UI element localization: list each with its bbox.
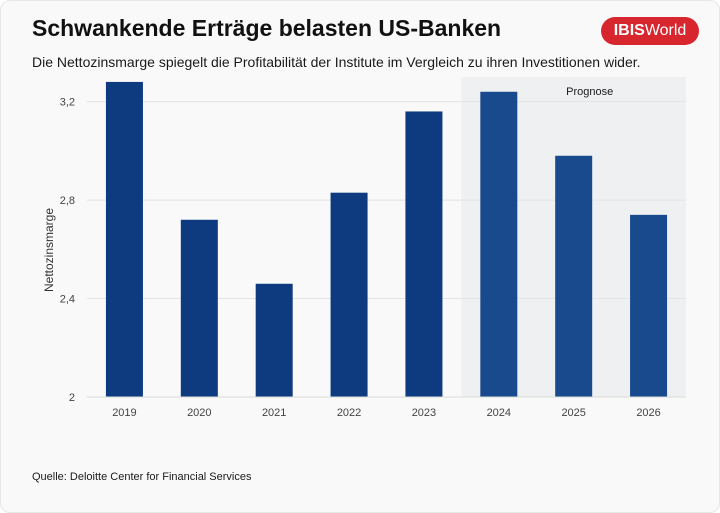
x-tick-label: 2021 — [262, 407, 286, 419]
bar-2025 — [555, 155, 593, 397]
x-tick-label: 2024 — [487, 407, 511, 419]
y-tick-label: 2,8 — [60, 195, 75, 207]
forecast-label: Prognose — [566, 86, 613, 98]
chart-subtitle: Die Nettozinsmarge spiegelt die Profitab… — [32, 54, 641, 70]
x-tick-label: 2025 — [561, 407, 585, 419]
x-tick-label: 2023 — [412, 407, 436, 419]
x-tick-label: 2019 — [112, 407, 136, 419]
logo-text-world: World — [644, 22, 687, 39]
bar-2022 — [330, 192, 368, 397]
bar-2023 — [405, 111, 443, 397]
bar-2026 — [630, 214, 668, 397]
y-axis-title: Nettozinsmarge — [42, 208, 56, 292]
bar-2024 — [480, 91, 518, 398]
y-tick-label: 3,2 — [60, 97, 75, 109]
bar-2020 — [180, 219, 218, 397]
bar-2021 — [255, 283, 293, 397]
chart-title: Schwankende Erträge belasten US-Banken — [32, 15, 502, 41]
x-tick-label: 2022 — [337, 407, 361, 419]
logo-text-ibis: IBIS — [613, 22, 645, 39]
y-tick-label: 2,4 — [60, 294, 75, 306]
ibisworld-logo: IBISWorld — [601, 17, 699, 45]
x-tick-label: 2020 — [187, 407, 211, 419]
source-note: Quelle: Deloitte Center for Financial Se… — [32, 471, 252, 483]
y-tick-label: 2 — [69, 392, 75, 404]
x-tick-label: 2026 — [636, 407, 660, 419]
bar-2019 — [105, 81, 143, 397]
